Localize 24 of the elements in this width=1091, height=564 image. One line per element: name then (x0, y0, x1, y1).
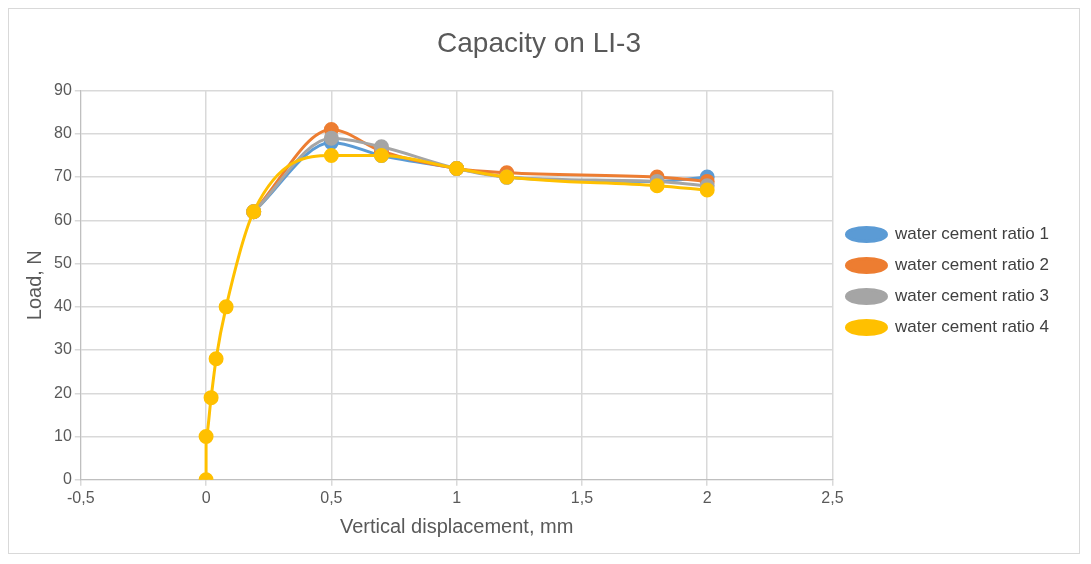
legend-label: water cement ratio 3 (893, 286, 1049, 306)
y-tick-label: 90 (54, 81, 72, 99)
legend-label: water cement ratio 4 (893, 317, 1049, 337)
x-tick-label: 2 (702, 488, 712, 506)
x-tick-label: 0,5 (320, 488, 343, 506)
y-tick-label: 40 (54, 297, 72, 315)
legend-label: water cement ratio 2 (893, 255, 1049, 275)
y-tick-label: 20 (54, 383, 72, 401)
chart-title: Capacity on LI-3 (437, 26, 641, 58)
y-tick-label: 80 (54, 124, 72, 142)
y-axis-title: Load, N (22, 250, 45, 321)
x-tick-label: 2,5 (821, 488, 844, 506)
x-axis-title: Vertical displacement, mm (339, 514, 574, 537)
y-tick-label: 0 (62, 470, 72, 488)
x-tick-label: 1 (452, 488, 462, 506)
legend-label: water cement ratio 1 (893, 224, 1049, 244)
y-tick-label: 50 (54, 253, 72, 271)
y-tick-label: 10 (54, 426, 72, 444)
x-tick-label: 1,5 (570, 488, 594, 506)
y-tick-label: 30 (54, 340, 72, 358)
x-tick-label: -0,5 (67, 488, 95, 506)
y-tick-label: 60 (54, 210, 72, 228)
y-tick-label: 70 (54, 167, 72, 185)
x-tick-label: 0 (201, 488, 211, 506)
